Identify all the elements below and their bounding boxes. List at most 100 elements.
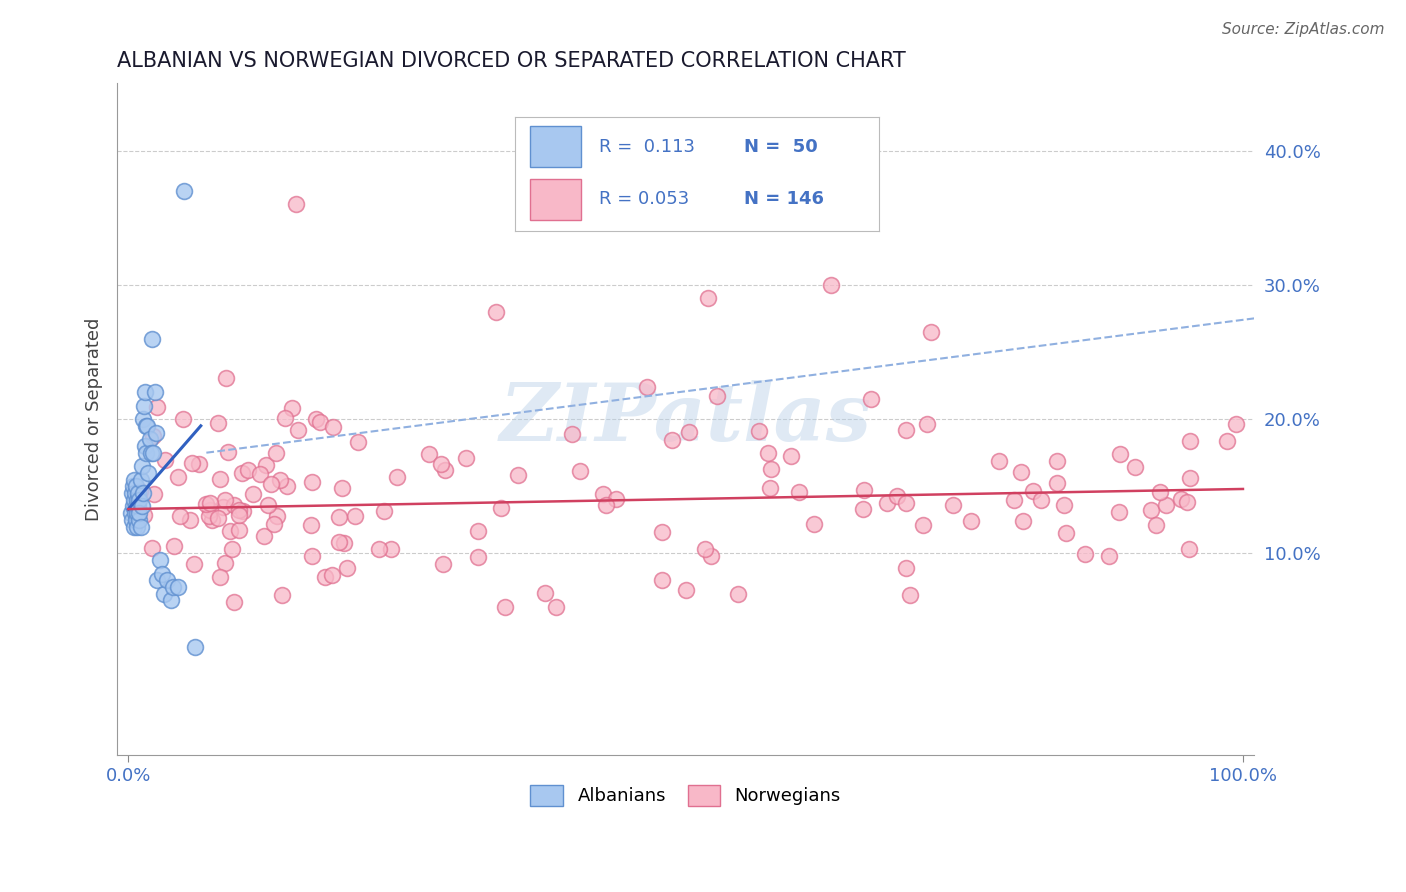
Point bbox=[249, 467, 271, 481]
Text: ALBANIAN VS NORWEGIAN DIVORCED OR SEPARATED CORRELATION CHART: ALBANIAN VS NORWEGIAN DIVORCED OR SEPARA… bbox=[117, 51, 905, 70]
Point bbox=[756, 446, 779, 460]
Point bbox=[209, 570, 232, 584]
Point bbox=[136, 418, 159, 433]
Point bbox=[269, 473, 291, 487]
Point bbox=[661, 434, 683, 448]
Point bbox=[1225, 417, 1247, 432]
Point bbox=[162, 580, 184, 594]
Point bbox=[1002, 492, 1025, 507]
Point bbox=[651, 524, 673, 539]
Point bbox=[276, 479, 298, 493]
Point bbox=[131, 500, 153, 514]
Point bbox=[129, 519, 152, 533]
Point bbox=[430, 458, 453, 472]
Point bbox=[270, 588, 292, 602]
Point bbox=[380, 542, 402, 557]
Point bbox=[301, 549, 323, 563]
Point bbox=[260, 476, 283, 491]
Point bbox=[700, 549, 723, 563]
Point bbox=[284, 197, 307, 211]
Point bbox=[127, 500, 149, 514]
Point bbox=[138, 432, 160, 446]
Point bbox=[132, 399, 155, 413]
Point bbox=[942, 498, 965, 512]
Point bbox=[217, 444, 239, 458]
Point bbox=[125, 513, 148, 527]
Point bbox=[592, 487, 614, 501]
Point bbox=[231, 466, 253, 480]
Point bbox=[142, 487, 165, 501]
Point bbox=[385, 470, 408, 484]
Point bbox=[211, 500, 233, 514]
Point bbox=[207, 416, 229, 430]
Point bbox=[129, 473, 152, 487]
Point bbox=[159, 593, 181, 607]
Point bbox=[142, 446, 165, 460]
Point bbox=[135, 418, 157, 433]
Point bbox=[134, 385, 156, 400]
Text: Source: ZipAtlas.com: Source: ZipAtlas.com bbox=[1222, 22, 1385, 37]
Point bbox=[128, 506, 150, 520]
Point bbox=[167, 470, 190, 484]
Point bbox=[651, 574, 673, 588]
Point bbox=[128, 513, 150, 527]
Point bbox=[820, 277, 842, 292]
Point bbox=[122, 519, 145, 533]
Point bbox=[595, 498, 617, 512]
Y-axis label: Divorced or Separated: Divorced or Separated bbox=[86, 318, 103, 521]
Point bbox=[232, 504, 254, 518]
Point bbox=[1046, 454, 1069, 468]
Point bbox=[1170, 491, 1192, 506]
Point bbox=[1012, 514, 1035, 528]
Point bbox=[347, 435, 370, 450]
Point bbox=[120, 506, 142, 520]
Point bbox=[127, 492, 149, 507]
Point bbox=[1140, 503, 1163, 517]
Legend: Albanians, Norwegians: Albanians, Norwegians bbox=[523, 778, 848, 813]
Point bbox=[228, 508, 250, 523]
Point bbox=[569, 464, 592, 478]
Point bbox=[134, 508, 156, 522]
Point bbox=[544, 600, 567, 615]
Point bbox=[301, 475, 323, 489]
Point bbox=[1180, 434, 1202, 448]
Point bbox=[253, 529, 276, 543]
Point bbox=[506, 467, 529, 482]
Point bbox=[759, 481, 782, 495]
Point bbox=[1108, 447, 1130, 461]
Point bbox=[876, 496, 898, 510]
Point bbox=[675, 583, 697, 598]
Point bbox=[179, 512, 201, 526]
Point bbox=[308, 416, 330, 430]
Point bbox=[214, 556, 236, 570]
Point bbox=[678, 425, 700, 440]
Point bbox=[727, 587, 749, 601]
Point bbox=[636, 380, 658, 394]
Point bbox=[122, 492, 145, 507]
Point bbox=[141, 332, 163, 346]
Point bbox=[172, 412, 194, 426]
Point bbox=[263, 517, 285, 532]
Point bbox=[1144, 517, 1167, 532]
Point bbox=[146, 401, 169, 415]
Point bbox=[322, 419, 344, 434]
Point bbox=[198, 503, 221, 517]
Point bbox=[561, 426, 583, 441]
Point bbox=[1123, 460, 1146, 475]
Point bbox=[141, 541, 163, 555]
Point bbox=[432, 558, 454, 572]
Point bbox=[467, 549, 489, 564]
Point bbox=[254, 458, 277, 472]
Point bbox=[132, 412, 155, 426]
Point bbox=[219, 524, 242, 539]
Point bbox=[896, 496, 918, 510]
Point bbox=[257, 498, 280, 512]
Text: ZIPatlas: ZIPatlas bbox=[499, 380, 872, 458]
Point bbox=[195, 497, 218, 511]
Point bbox=[242, 487, 264, 501]
Point bbox=[143, 385, 166, 400]
Point bbox=[208, 472, 231, 486]
Point bbox=[266, 509, 288, 524]
Point bbox=[321, 567, 343, 582]
Point bbox=[146, 574, 169, 588]
